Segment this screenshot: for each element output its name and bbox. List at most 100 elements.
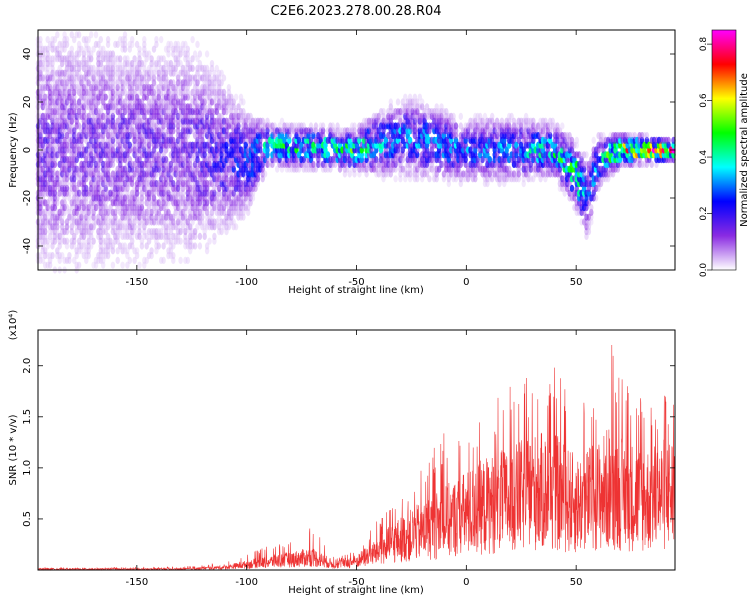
spectrogram-cell — [137, 69, 142, 77]
spectrogram-cell — [154, 60, 159, 68]
spectrogram-cell — [412, 175, 418, 183]
spectrogram-cell — [185, 88, 190, 96]
spectrogram-cell — [86, 69, 91, 77]
spectrogram-cell — [304, 160, 309, 168]
spectrogram-cell — [212, 93, 217, 101]
spectrogram-cell — [154, 247, 159, 255]
spectrogram-cell — [120, 112, 125, 120]
spectrogram-cell — [209, 213, 215, 221]
spectrogram-cell — [598, 136, 604, 144]
spectrogram-cell — [494, 170, 500, 178]
spectrogram-cell — [127, 69, 132, 77]
spectrogram-cell — [432, 175, 437, 183]
spectrogram-cell — [149, 127, 154, 135]
spectrogram-cell — [233, 108, 239, 116]
spectrogram-cell — [458, 180, 463, 188]
spectrogram-cell — [110, 60, 116, 68]
spectrogram-cell — [197, 108, 203, 116]
spectrogram-cell — [562, 189, 567, 197]
spectrogram-cell — [122, 40, 128, 49]
spectrogram-cell — [142, 40, 147, 49]
spectrogram-cell — [666, 136, 671, 144]
spectrogram-cell — [96, 218, 101, 226]
spectrogram-cell — [76, 170, 82, 178]
spectrogram-cell — [101, 252, 106, 260]
spectrogram-cell — [108, 50, 113, 58]
spectrogram-cell — [137, 223, 142, 231]
spectrogram-cell — [154, 228, 159, 236]
spectrogram-cell — [567, 189, 572, 197]
spectrogram-cell — [86, 218, 91, 226]
spectrogram-cell — [96, 84, 101, 92]
spectrogram-cell — [89, 50, 94, 58]
spectrogram-cell — [120, 98, 125, 106]
spectrogram-cell — [93, 256, 99, 264]
spectrogram-cell — [98, 252, 104, 260]
spectrogram-cell — [226, 223, 232, 231]
spectrogram-cell — [465, 165, 471, 173]
spectrogram-cell — [89, 55, 94, 63]
spectrogram-cell — [57, 252, 62, 260]
spectrogram-cell — [439, 103, 444, 111]
spectrogram-cell — [400, 146, 405, 154]
spectrogram-cell — [146, 50, 152, 58]
spectrogram-cell — [412, 93, 418, 101]
spectrogram-cell — [120, 242, 125, 250]
spectrogram-cell — [221, 93, 227, 101]
spectrogram-cell — [52, 36, 58, 44]
spectrogram-cell — [166, 232, 171, 240]
spectrogram-cell — [132, 74, 137, 82]
spectrogram-cell — [120, 223, 125, 231]
spectrogram-cell — [173, 40, 178, 49]
spectrogram-cell — [168, 223, 174, 231]
spectrogram-cell — [214, 79, 219, 87]
spectrogram-cell — [89, 223, 94, 231]
spectrogram-cell — [60, 232, 65, 240]
spectrogram-cell — [64, 218, 70, 226]
spectrogram-cell — [84, 64, 89, 72]
spectrogram-cell — [644, 132, 650, 140]
spectrogram-cell — [241, 208, 246, 216]
spectrogram-cell — [183, 40, 188, 49]
spectrogram-cell — [340, 127, 345, 135]
spectrogram-cell — [62, 136, 67, 144]
spectrogram-cell — [67, 252, 72, 260]
spectrogram-cell — [173, 45, 178, 53]
spectrogram-cell — [163, 74, 169, 82]
spectrogram-cell — [55, 247, 60, 255]
spectrogram-cell — [180, 64, 186, 72]
spectrogram-cell — [190, 228, 195, 236]
spectrogram-cell — [122, 228, 128, 236]
spectrogram-cell — [98, 242, 104, 250]
spectrogram-cell — [171, 69, 176, 77]
spectrogram-cell — [55, 31, 60, 39]
snr-y-tick-label: 1.0 — [22, 460, 33, 476]
spectrogram-cell — [231, 98, 236, 106]
spectrogram-cell — [195, 98, 200, 106]
spectrogram-cell — [521, 117, 526, 125]
spectrogram-cell — [231, 218, 236, 226]
spectrogram-cell — [113, 208, 118, 216]
spectrogram-cell — [214, 208, 219, 216]
snr-y-ticks: 0.5 1.0 1.5 2.0 — [22, 358, 675, 527]
spectrogram-cell — [52, 160, 58, 168]
spectrogram-cell — [478, 122, 483, 130]
spectrogram-cell — [173, 237, 178, 245]
spectrogram-cell — [64, 141, 70, 149]
spectrogram-cell — [43, 93, 48, 101]
spectrogram-cell — [144, 55, 149, 63]
spectrogram-cell — [204, 208, 210, 216]
spectrogram-cell — [212, 189, 217, 197]
spectrogram-cell — [591, 136, 596, 144]
spectrogram-cell — [132, 247, 137, 255]
spectrogram-cell — [250, 194, 256, 202]
spectrogram-cell — [219, 79, 224, 87]
spectrogram-cell — [38, 252, 43, 260]
spectrogram-cell — [47, 228, 53, 236]
spectrogram-cell — [76, 204, 82, 212]
spectrogram-cell — [89, 146, 94, 154]
spectrogram-cell — [45, 60, 50, 68]
spectrogram-cell — [84, 60, 89, 68]
spectrogram-cell — [101, 228, 106, 236]
spectrogram-xlabel: Height of straight line (km) — [288, 285, 424, 296]
